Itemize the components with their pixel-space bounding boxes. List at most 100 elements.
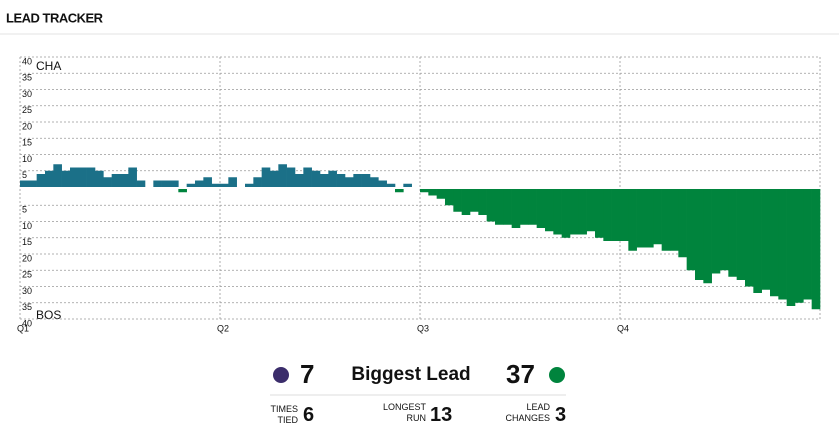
lead-bar — [28, 180, 37, 187]
lead-bar — [603, 189, 612, 241]
y-tick-label: 10 — [22, 221, 32, 231]
y-tick-label: 5 — [22, 170, 27, 180]
lead-bar — [645, 189, 654, 248]
y-tick-label: 30 — [22, 286, 32, 296]
lead-bar — [470, 189, 479, 212]
lead-bar — [770, 189, 779, 297]
lead-bar — [120, 174, 129, 187]
lead-bar — [195, 180, 204, 187]
lead-bar — [295, 174, 304, 187]
lead-bar — [703, 189, 712, 284]
y-tick-label: 25 — [22, 105, 32, 115]
y-tick-label: 5 — [22, 205, 27, 215]
stat-value: 37 — [506, 359, 535, 389]
stat-label: Biggest Lead — [351, 364, 471, 385]
lead-bar — [220, 183, 229, 187]
lead-bar — [278, 164, 287, 187]
lead-bar — [86, 167, 96, 187]
y-tick-label: 40 — [22, 318, 32, 328]
lead-bar — [620, 189, 629, 241]
lead-bar — [520, 189, 529, 225]
lead-bar — [245, 183, 254, 187]
lead-bar — [103, 177, 112, 187]
y-tick-label: 20 — [22, 253, 32, 263]
top-label: CHA — [36, 59, 61, 73]
lead-bar — [78, 167, 87, 187]
lead-bar — [128, 167, 137, 187]
lead-bar — [461, 189, 471, 215]
lead-bar — [320, 174, 329, 187]
stat-label: LEAD CHANGES — [505, 402, 550, 423]
lead-bar — [311, 170, 321, 187]
x-tick-label: Q1 — [17, 323, 29, 333]
lead-bar — [20, 180, 29, 187]
lead-bar — [653, 189, 662, 245]
y-tick-label: 10 — [22, 154, 32, 164]
lead-bar — [136, 180, 146, 187]
title: LEAD TRACKER — [6, 10, 104, 25]
lead-bar — [545, 189, 554, 232]
lead-bar — [578, 189, 587, 235]
lead-bar — [486, 189, 496, 222]
lead-bar — [45, 170, 54, 187]
lead-bar — [661, 189, 671, 251]
lead-bar — [803, 189, 812, 300]
lead-bar — [53, 164, 62, 187]
lead-bar — [695, 189, 704, 280]
lead-bar — [611, 189, 621, 241]
lead-bar — [511, 189, 521, 228]
lead-bar — [711, 189, 721, 274]
lead-bar — [36, 174, 46, 187]
lead-bar — [403, 183, 412, 187]
lead-bar — [528, 189, 537, 225]
lead-bar — [553, 189, 562, 235]
lead-bar — [595, 189, 604, 238]
lead-bar — [678, 189, 687, 258]
lead-bar — [636, 189, 646, 248]
lead-bar — [478, 189, 487, 215]
stat-label: TIMES TIED — [270, 404, 298, 425]
x-tick-label: Q4 — [617, 323, 629, 333]
stat-label: LONGEST RUN — [382, 402, 426, 423]
lead-bar — [328, 170, 337, 187]
lead-bar — [170, 180, 179, 187]
lead-bar — [761, 189, 771, 290]
team-logo — [273, 367, 289, 383]
y-tick-label: 35 — [22, 302, 32, 312]
y-tick-label: 15 — [22, 237, 32, 247]
lead-bar — [628, 189, 637, 251]
lead-bar — [186, 183, 196, 187]
lead-bar — [453, 189, 462, 212]
lead-bar — [586, 189, 596, 232]
lead-bar — [745, 189, 754, 287]
y-tick-label: 15 — [22, 138, 32, 148]
lead-bar — [386, 183, 396, 187]
lead-bar — [345, 177, 354, 187]
lead-bar — [303, 167, 312, 187]
lead-bar — [336, 174, 346, 187]
lead-bar — [786, 189, 796, 306]
lead-bar — [536, 189, 546, 228]
stat-value: 7 — [300, 359, 315, 389]
lead-bar — [436, 189, 446, 199]
lead-bar — [270, 170, 279, 187]
x-tick-label: Q2 — [217, 323, 229, 333]
lead-bar — [95, 170, 104, 187]
lead-bar — [778, 189, 787, 300]
y-tick-label: 35 — [22, 73, 32, 83]
y-tick-label: 30 — [22, 89, 32, 99]
y-tick-label: 25 — [22, 270, 32, 280]
lead-bar — [728, 189, 737, 277]
lead-bar — [670, 189, 679, 251]
lead-bar — [286, 167, 296, 187]
lead-bar — [503, 189, 512, 225]
bottom-label: BOS — [36, 308, 61, 322]
y-tick-label: 40 — [22, 56, 32, 66]
lead-bar — [753, 189, 762, 293]
stat-value: 13 — [430, 404, 453, 426]
lead-bar — [420, 189, 429, 193]
lead-bar — [261, 167, 271, 187]
lead-bar — [720, 189, 729, 271]
y-tick-label: 20 — [22, 121, 32, 131]
